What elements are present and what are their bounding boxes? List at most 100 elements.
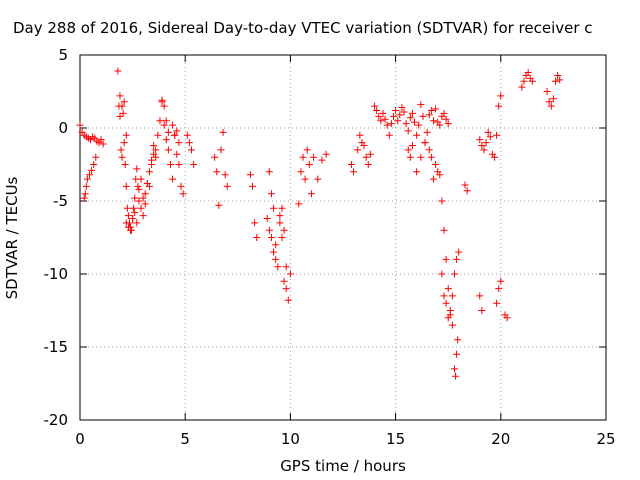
data-point (452, 372, 460, 380)
data-point (169, 121, 177, 129)
data-point (126, 226, 134, 234)
data-point (436, 171, 444, 179)
x-tick-label: 15 (386, 430, 405, 448)
y-tick-label: -5 (53, 192, 68, 210)
data-point (251, 219, 259, 227)
data-point (394, 117, 402, 125)
data-point (453, 350, 461, 358)
data-point (282, 285, 290, 293)
data-point (276, 219, 284, 227)
data-points (76, 67, 564, 380)
data-point (85, 171, 93, 179)
data-point (495, 285, 503, 293)
data-point (438, 270, 446, 278)
data-point (183, 131, 191, 139)
data-point (383, 121, 391, 129)
data-point (425, 146, 433, 154)
data-point (270, 248, 278, 256)
data-point (272, 241, 280, 249)
data-point (429, 175, 437, 183)
data-point (286, 270, 294, 278)
data-point (432, 105, 440, 113)
data-point (413, 168, 421, 176)
x-tick-label: 20 (491, 430, 510, 448)
data-point (162, 136, 170, 144)
data-point (411, 118, 419, 126)
data-point (543, 88, 551, 95)
data-point (444, 314, 452, 322)
data-point (518, 83, 526, 91)
data-point (123, 204, 131, 212)
data-point (82, 182, 90, 190)
data-point (448, 292, 456, 300)
data-point (354, 146, 362, 154)
data-point (406, 153, 414, 161)
data-point (480, 146, 488, 154)
data-point (169, 175, 177, 183)
data-point (307, 190, 315, 198)
data-point (278, 234, 286, 241)
y-tick-label: 0 (58, 119, 68, 137)
data-point (404, 127, 412, 135)
data-point (156, 117, 164, 125)
data-point (119, 109, 127, 117)
data-point (310, 153, 318, 161)
data-point (154, 131, 162, 139)
data-point (377, 117, 385, 125)
data-point (276, 212, 284, 220)
data-point (141, 190, 149, 198)
x-axis: 0 5 10 15 20 25 (75, 55, 616, 448)
data-point (272, 255, 280, 263)
data-point (160, 102, 168, 110)
data-point (305, 161, 313, 168)
data-point (179, 190, 187, 198)
data-point (495, 102, 503, 110)
data-point (303, 146, 311, 154)
data-point (175, 139, 183, 147)
data-point (318, 156, 326, 164)
data-point (493, 299, 501, 307)
data-point (122, 131, 130, 139)
data-point (265, 226, 273, 234)
data-point (417, 101, 425, 109)
data-point (171, 131, 179, 139)
data-point (451, 365, 459, 373)
data-point (347, 161, 355, 168)
data-point (263, 215, 271, 223)
data-point (375, 112, 383, 120)
data-point (528, 77, 536, 85)
data-point (253, 234, 261, 241)
data-point (133, 165, 141, 173)
data-point (301, 175, 309, 183)
data-point (175, 161, 183, 168)
data-point (173, 127, 181, 135)
x-tick-label: 25 (596, 430, 615, 448)
data-point (484, 128, 492, 136)
data-point (314, 175, 322, 183)
data-point (122, 182, 130, 190)
data-point (282, 263, 290, 271)
y-axis-label: SDTVAR / TECUs (3, 176, 21, 299)
data-point (549, 95, 557, 103)
data-point (493, 131, 501, 139)
data-point (427, 106, 435, 114)
data-point (120, 98, 128, 106)
data-point (322, 150, 330, 158)
data-point (350, 168, 358, 176)
data-point (364, 161, 372, 168)
data-point (120, 139, 128, 147)
x-tick-label: 10 (281, 430, 300, 448)
data-point (217, 146, 225, 154)
data-point (129, 215, 137, 223)
data-point (490, 153, 498, 161)
data-point (284, 296, 292, 304)
data-point (454, 336, 462, 344)
x-tick-label: 5 (180, 430, 190, 448)
data-point (124, 212, 132, 220)
data-point (219, 128, 227, 136)
data-point (139, 194, 147, 202)
data-point (448, 321, 456, 329)
data-point (408, 142, 416, 150)
data-point (116, 112, 124, 120)
